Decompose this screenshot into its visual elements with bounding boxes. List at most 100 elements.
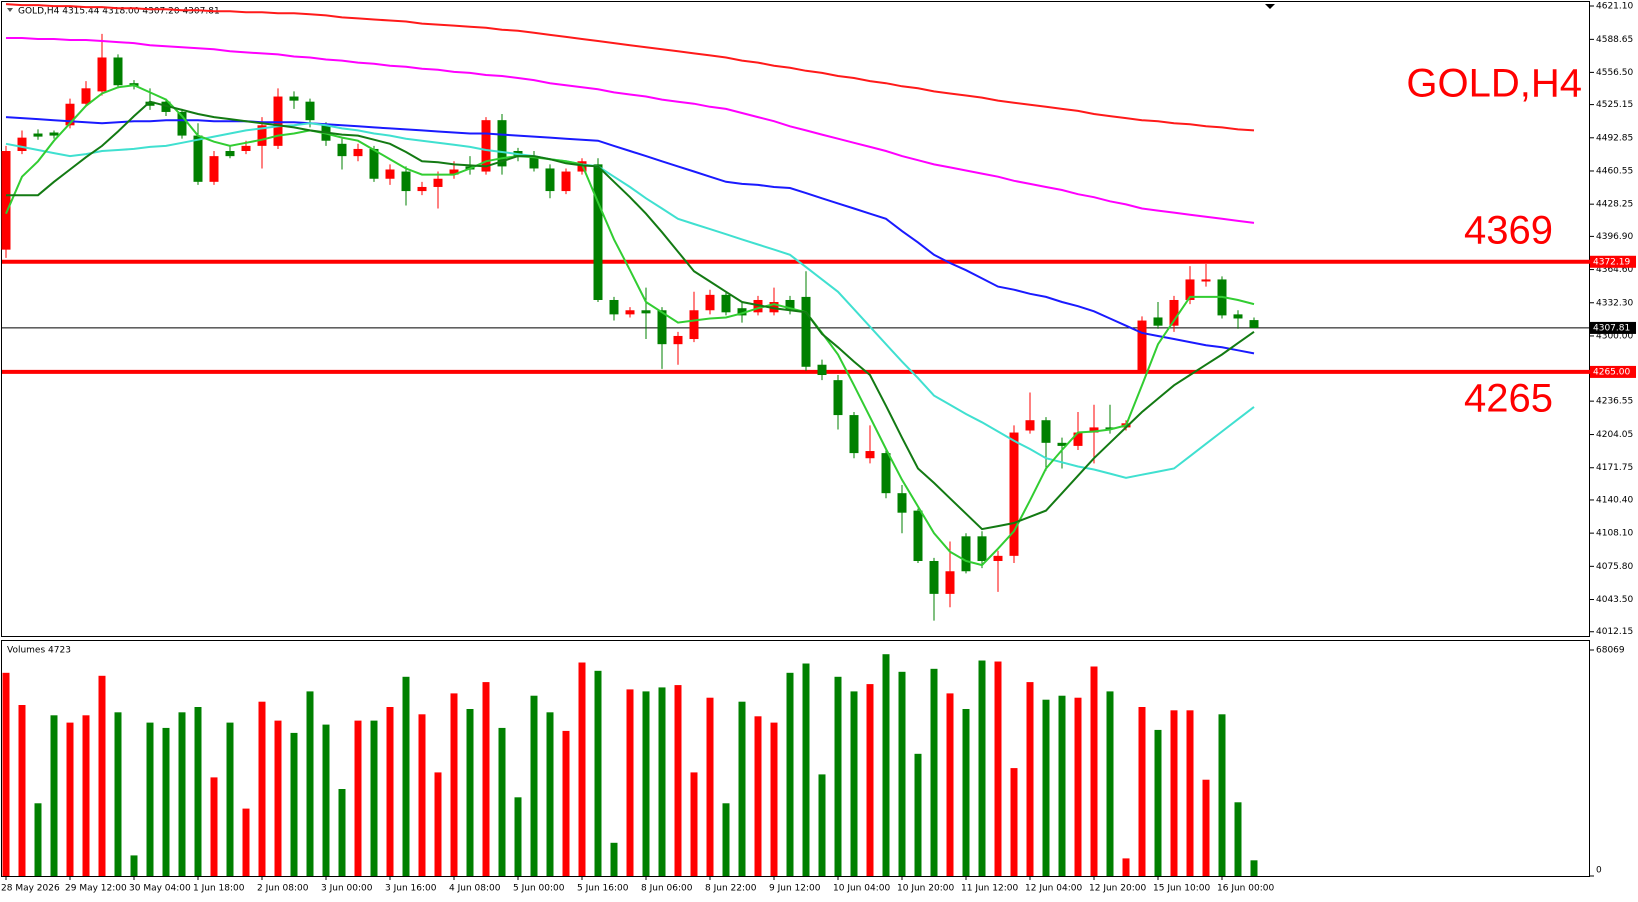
shift-marker <box>1265 4 1275 9</box>
volume-bar <box>1186 710 1194 876</box>
level-label: 4372.19 <box>1593 257 1630 267</box>
candle-body <box>1233 314 1243 319</box>
volume-bar <box>194 707 202 876</box>
candle-body <box>385 169 395 179</box>
x-tick-label: 4 Jun 08:00 <box>449 884 501 894</box>
candle-body <box>849 415 859 454</box>
volume-bar <box>578 662 586 876</box>
y-tick-label: 4621.10 <box>1596 2 1633 12</box>
candle-body <box>273 96 283 146</box>
volume-bar <box>962 708 970 876</box>
moving-average <box>6 100 1255 531</box>
x-tick-label: 30 May 04:00 <box>129 884 191 894</box>
candle-body <box>1089 427 1099 433</box>
y-tick-label: 4460.55 <box>1596 166 1633 176</box>
candle-body <box>609 299 619 315</box>
volume-bar <box>450 693 458 876</box>
volume-bar <box>594 670 602 876</box>
candle-body <box>33 133 43 137</box>
candle-body <box>65 103 75 126</box>
candle-body <box>17 137 27 151</box>
candle-body <box>225 150 235 157</box>
volume-bar <box>34 803 42 876</box>
candle-body <box>1169 299 1179 326</box>
volume-bar <box>1090 666 1098 876</box>
header-icon <box>7 8 13 12</box>
x-tick-label: 9 Jun 12:00 <box>769 884 821 894</box>
candle-body <box>1073 432 1083 446</box>
y-tick-label: 4043.50 <box>1596 595 1633 605</box>
volume-bar <box>850 691 858 876</box>
volume-bar <box>482 682 490 876</box>
candle-body <box>369 148 379 179</box>
volume-bar <box>994 661 1002 876</box>
moving-average <box>5 122 1255 479</box>
volume-bar <box>722 803 730 876</box>
volume-bar <box>386 707 394 876</box>
candle-body <box>897 493 907 513</box>
volume-bar <box>626 689 634 876</box>
candle-body <box>785 299 795 311</box>
level-label: 4265.00 <box>1593 367 1630 377</box>
volume-bar <box>1154 729 1162 876</box>
candle-body <box>737 308 747 316</box>
volume-bar <box>738 701 746 876</box>
volume-bar <box>642 691 650 876</box>
volume-bar <box>818 774 826 876</box>
candle-body <box>433 178 443 187</box>
candle-body <box>817 364 827 376</box>
volume-bar <box>290 732 298 876</box>
candle-body <box>705 294 715 311</box>
volume-bar <box>690 772 698 876</box>
volume-bar <box>1170 710 1178 876</box>
volume-bar <box>178 712 186 876</box>
x-tick-label: 12 Jun 20:00 <box>1089 884 1146 894</box>
volume-bar <box>98 675 106 876</box>
y-tick-label: 4364.60 <box>1596 265 1633 275</box>
candle-body <box>1041 420 1051 443</box>
volume-bar <box>354 720 362 876</box>
candle-body <box>241 145 251 151</box>
moving-average <box>6 37 1255 224</box>
moving-average <box>5 116 1255 355</box>
price-panel <box>1 1 1590 637</box>
volume-bar <box>1074 697 1082 876</box>
candle-body <box>113 57 123 86</box>
annotation: 4265 <box>1464 377 1553 421</box>
candle-body <box>305 101 315 121</box>
volume-bar <box>562 730 570 876</box>
volume-bar <box>2 672 10 876</box>
volume-bar <box>978 660 986 876</box>
candle-body <box>449 169 459 175</box>
candle-body <box>209 156 219 182</box>
volume-bar <box>322 724 330 876</box>
volume-bar <box>770 722 778 876</box>
x-tick-label: 29 May 12:00 <box>65 884 127 894</box>
volume-bar <box>866 684 874 876</box>
volume-bar <box>146 722 154 876</box>
volume-bar <box>466 708 474 876</box>
candle-body <box>561 171 571 192</box>
volume-bar <box>1202 779 1210 876</box>
volume-bar <box>914 753 922 876</box>
volume-panel <box>1 640 1590 877</box>
candle-body <box>1137 320 1147 371</box>
annotation: 4369 <box>1464 209 1553 253</box>
candle-body <box>689 310 699 340</box>
x-tick-label: 11 Jun 12:00 <box>961 884 1018 894</box>
candle-body <box>625 310 635 315</box>
volume-bar <box>1234 802 1242 876</box>
candle-body <box>481 120 491 172</box>
candle-body <box>545 168 555 192</box>
volume-bar <box>130 855 138 876</box>
x-tick-label: 5 Jun 00:00 <box>513 884 565 894</box>
y-tick-label: 4396.90 <box>1596 232 1633 242</box>
candle-body <box>753 299 763 313</box>
volume-bar <box>242 808 250 876</box>
candle-body <box>1153 317 1163 326</box>
candle-body <box>929 560 939 594</box>
y-tick-label: 4236.55 <box>1596 397 1633 407</box>
candle-body <box>945 571 955 594</box>
volume-bar <box>514 797 522 876</box>
volume-bar <box>18 705 26 876</box>
